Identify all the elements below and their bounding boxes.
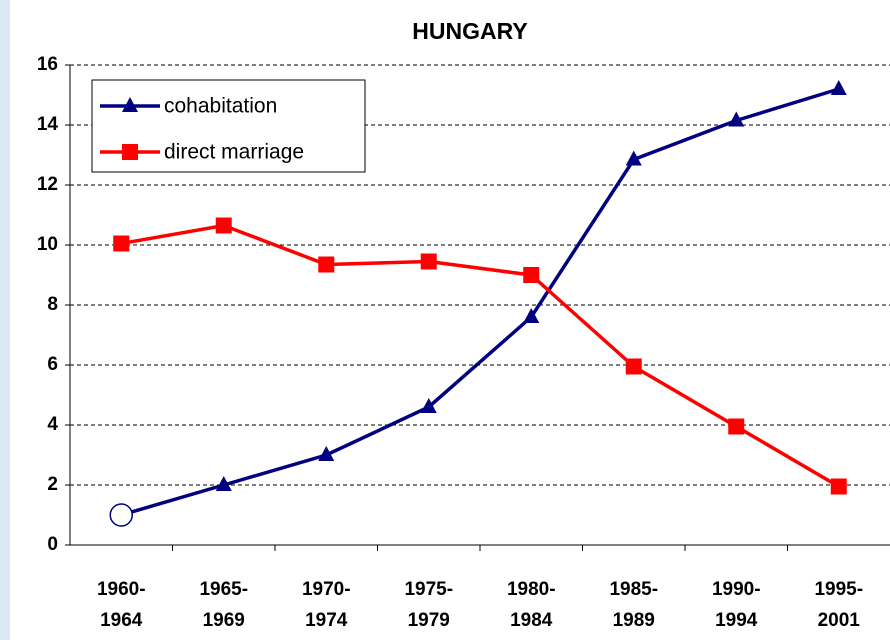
chart-title: HUNGARY: [412, 18, 527, 44]
y-tick-label: 6: [47, 354, 58, 375]
marker: [113, 235, 130, 252]
y-tick-label: 14: [37, 114, 59, 135]
left-strip: [0, 0, 10, 640]
y-tick-label: 0: [47, 534, 58, 555]
y-tick-label: 16: [37, 54, 58, 75]
marker: [109, 503, 133, 527]
x-tick-label: 1965-1969: [199, 579, 248, 631]
marker: [830, 478, 847, 495]
marker: [420, 253, 437, 270]
marker: [215, 476, 232, 491]
marker: [728, 418, 745, 435]
legend-label: cohabitation: [164, 95, 277, 118]
marker: [523, 308, 540, 323]
marker: [830, 80, 847, 95]
x-tick-label: 1995-2001: [814, 579, 863, 631]
marker: [625, 358, 642, 375]
marker: [122, 97, 138, 112]
x-tick-label: 1975-1979: [404, 579, 453, 631]
x-tick-label: 1960-1964: [97, 579, 146, 631]
legend-label: direct marriage: [164, 141, 304, 164]
marker: [420, 398, 437, 413]
line: [120, 87, 840, 517]
x-tick-label: 1970-1974: [302, 579, 351, 631]
line: [120, 223, 840, 489]
x-tick-label: 1990-1994: [712, 579, 761, 631]
marker: [523, 267, 540, 283]
marker: [122, 144, 138, 160]
y-tick-label: 12: [37, 174, 58, 195]
marker: [318, 256, 335, 273]
x-tick-label: 1980-1984: [507, 579, 556, 631]
y-tick-label: 4: [47, 414, 58, 435]
y-tick-label: 8: [47, 294, 58, 315]
y-tick-label: 2: [47, 474, 58, 495]
marker: [318, 446, 335, 461]
x-tick-label: 1985-1989: [609, 579, 658, 631]
marker: [625, 150, 642, 166]
y-tick-label: 10: [37, 234, 58, 255]
marker: [728, 111, 745, 127]
marker: [215, 217, 232, 234]
